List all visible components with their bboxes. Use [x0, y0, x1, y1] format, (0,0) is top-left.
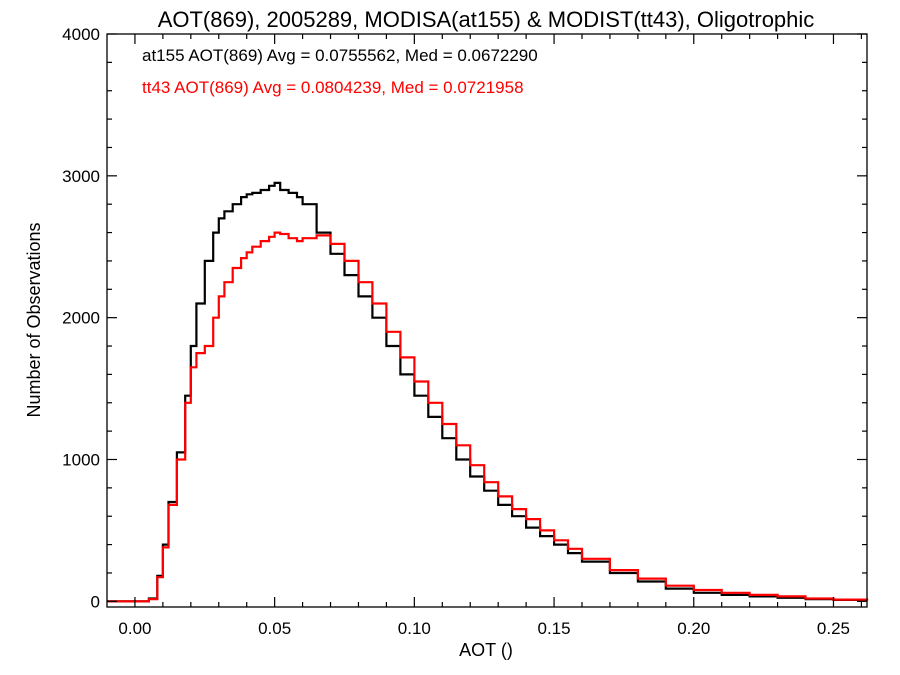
series-line-1 — [107, 231, 869, 603]
series-line-0 — [107, 181, 869, 603]
annotation-at155: at155 AOT(869) Avg = 0.0755562, Med = 0.… — [142, 46, 538, 65]
plot-frame — [106, 33, 868, 608]
ticks-layer: 0.00 0.05 0.10 0.15 0.20 0.25 0 1000 2000 3000 400… — [62, 25, 867, 638]
series-layer — [107, 181, 869, 603]
chart-title: AOT(869), 2005289, MODISA(at155) & MODIS… — [158, 7, 815, 32]
y-tick-label: 1000 — [62, 450, 100, 469]
x-axis-title: AOT () — [459, 640, 513, 660]
y-tick-label: 3000 — [62, 167, 100, 186]
x-tick-label: 0.05 — [258, 619, 291, 638]
x-tick-label: 0.20 — [677, 619, 710, 638]
annotation-tt43: tt43 AOT(869) Avg = 0.0804239, Med = 0.0… — [142, 78, 524, 97]
x-tick-label: 0.00 — [118, 619, 151, 638]
y-axis-title: Number of Observations — [24, 222, 44, 417]
y-tick-label: 2000 — [62, 309, 100, 328]
x-tick-label: 0.10 — [398, 619, 431, 638]
y-tick-label: 0 — [91, 592, 100, 611]
x-tick-label: 0.15 — [538, 619, 571, 638]
y-tick-label: 4000 — [62, 25, 100, 44]
x-tick-label: 0.25 — [817, 619, 850, 638]
